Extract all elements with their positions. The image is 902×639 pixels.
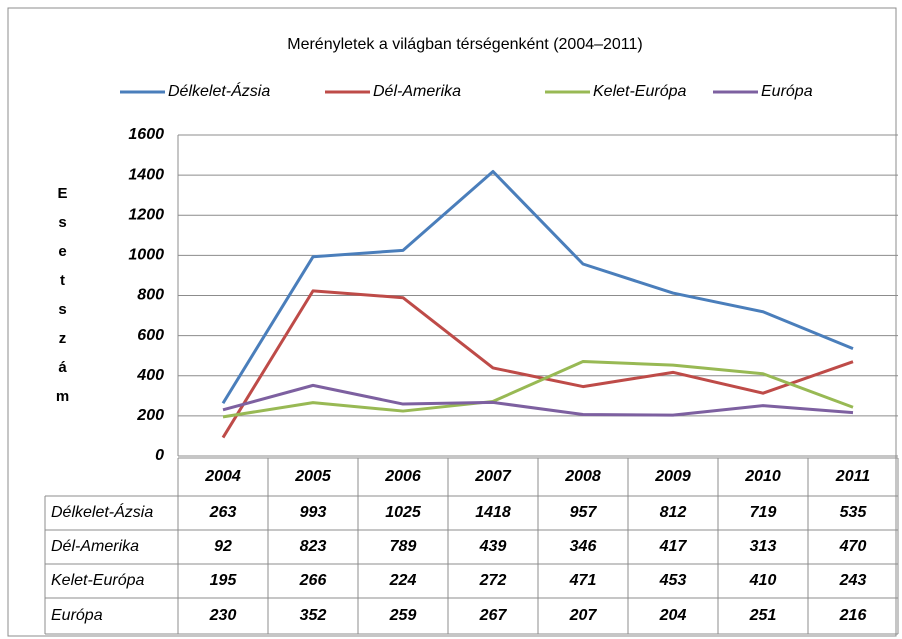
table-cell: 263	[209, 504, 237, 521]
series-line	[221, 170, 854, 405]
y-axis-title: Esetszám	[54, 185, 71, 417]
table-cell: 1025	[385, 504, 422, 521]
table-cell: 230	[209, 607, 237, 624]
table-cell: 439	[479, 538, 507, 555]
x-tick-label: 2011	[835, 468, 871, 485]
table-cell: 259	[389, 607, 417, 624]
table-row-label: Délkelet-Ázsia	[51, 502, 153, 521]
table-cell: 266	[299, 572, 327, 589]
y-tick-label: 1000	[128, 247, 164, 264]
y-tick-label: 1200	[128, 206, 164, 223]
series-line	[221, 289, 854, 439]
y-tick-label: 1600	[128, 126, 164, 143]
chart-title: Merényletek a világban térségenként (200…	[287, 36, 643, 53]
x-tick-label: 2009	[654, 468, 691, 485]
x-tick-label: 2004	[204, 468, 241, 485]
x-tick-label: 2007	[474, 468, 512, 485]
table-cell: 92	[214, 538, 232, 555]
table-cell: 993	[300, 504, 327, 521]
table-row-label: Európa	[51, 607, 103, 624]
table-cell: 272	[479, 572, 507, 589]
table-cell: 267	[479, 607, 508, 624]
y-tick-label: 200	[136, 407, 164, 424]
table-cell: 719	[750, 504, 777, 521]
table-cell: 410	[749, 572, 777, 589]
table-cell: 224	[389, 572, 417, 589]
y-tick-label: 800	[137, 287, 164, 304]
table-cell: 812	[660, 504, 687, 521]
table-cell: 957	[570, 504, 598, 521]
table-cell: 823	[300, 538, 327, 555]
series-line	[222, 383, 854, 417]
table-cell: 313	[750, 538, 777, 555]
legend-label: Dél-Amerika	[373, 83, 461, 100]
table-cell: 207	[569, 607, 598, 624]
y-tick-label: 400	[136, 367, 164, 384]
table-cell: 470	[839, 538, 867, 555]
table-cell: 204	[659, 607, 687, 624]
y-tick-label: 1400	[128, 166, 164, 183]
x-tick-label: 2006	[384, 468, 421, 485]
x-tick-label: 2005	[294, 468, 332, 485]
table-cell: 352	[300, 607, 327, 624]
table-row-label: Dél-Amerika	[51, 538, 139, 555]
x-tick-label: 2010	[744, 468, 781, 485]
y-tick-label: 600	[137, 327, 164, 344]
x-tick-label: 2008	[564, 468, 601, 485]
series-line	[222, 360, 854, 419]
table-cell: 471	[569, 572, 597, 589]
legend-label: Európa	[761, 83, 813, 100]
table-cell: 417	[659, 538, 688, 555]
table-cell: 346	[570, 538, 597, 555]
y-tick-label: 0	[155, 447, 164, 464]
table-cell: 216	[839, 607, 867, 624]
table-cell: 243	[839, 572, 867, 589]
table-cell: 251	[749, 607, 777, 624]
legend-label: Délkelet-Ázsia	[168, 81, 270, 100]
legend-label: Kelet-Európa	[593, 83, 686, 100]
table-cell: 195	[210, 572, 238, 589]
table-cell: 535	[840, 504, 868, 521]
table-cell: 453	[659, 572, 687, 589]
table-cell: 789	[390, 538, 417, 555]
table-row-label: Kelet-Európa	[51, 572, 144, 589]
chart-frame	[7, 7, 897, 637]
table-cell: 1418	[475, 504, 511, 521]
